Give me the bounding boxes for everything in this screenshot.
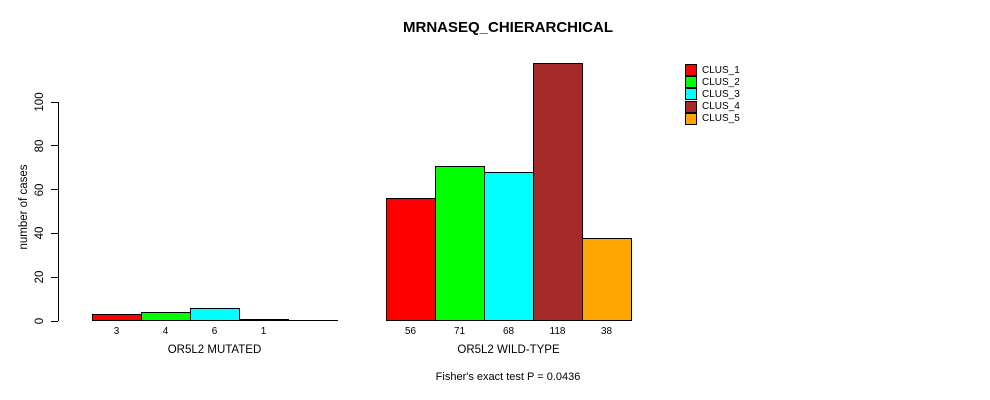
bar-value-label: 6 (211, 326, 218, 337)
legend-label: CLUS_1 (702, 64, 740, 76)
bar-clus_5 (582, 238, 632, 321)
y-axis-tick (51, 232, 58, 234)
chart-title: MRNASEQ_CHIERARCHICAL (402, 19, 614, 36)
bar-clus_2 (435, 166, 485, 321)
y-axis-tick (51, 320, 58, 322)
legend-item-clus_5: CLUS_5 (685, 112, 740, 125)
y-axis-line (58, 102, 59, 321)
bar-value-label: 4 (162, 326, 169, 337)
legend-item-clus_1: CLUS_1 (685, 64, 740, 76)
legend-label: CLUS_5 (702, 113, 740, 125)
bar-value-label: 1 (260, 326, 267, 337)
y-axis-tick (51, 145, 58, 147)
y-axis-tick (51, 276, 58, 278)
bar-value-label: 38 (600, 326, 613, 337)
legend-swatch-clus_2 (685, 76, 697, 89)
x-group-label-1: OR5L2 MUTATED (167, 344, 262, 356)
bar-clus_5-zero (288, 320, 338, 321)
legend-swatch-clus_1 (685, 64, 697, 76)
legend-item-clus_4: CLUS_4 (685, 100, 740, 113)
bar-clus_4 (533, 63, 583, 321)
bar-value-label: 56 (404, 326, 417, 337)
legend-swatch-clus_4 (685, 100, 697, 113)
legend-item-clus_3: CLUS_3 (685, 88, 740, 101)
bar-value-label: 3 (113, 326, 120, 337)
y-axis-tick (51, 189, 58, 191)
x-group-label-2: OR5L2 WILD-TYPE (457, 344, 560, 356)
bar-value-label: 68 (502, 326, 515, 337)
legend-label: CLUS_3 (702, 88, 740, 100)
bar-value-label: 71 (453, 326, 466, 337)
bar-clus_3 (190, 308, 240, 321)
legend-swatch-clus_5 (685, 112, 697, 125)
bar-value-label: 118 (549, 326, 566, 337)
legend-item-clus_2: CLUS_2 (685, 76, 740, 89)
bar-clus_3 (484, 172, 534, 321)
y-axis-tick (51, 101, 58, 103)
fisher-test-annotation: Fisher's exact test P = 0.0436 (435, 371, 581, 383)
legend-swatch-clus_3 (685, 88, 697, 101)
legend-label: CLUS_4 (702, 101, 740, 113)
bar-clus_1 (386, 198, 436, 321)
legend-label: CLUS_2 (702, 76, 740, 88)
